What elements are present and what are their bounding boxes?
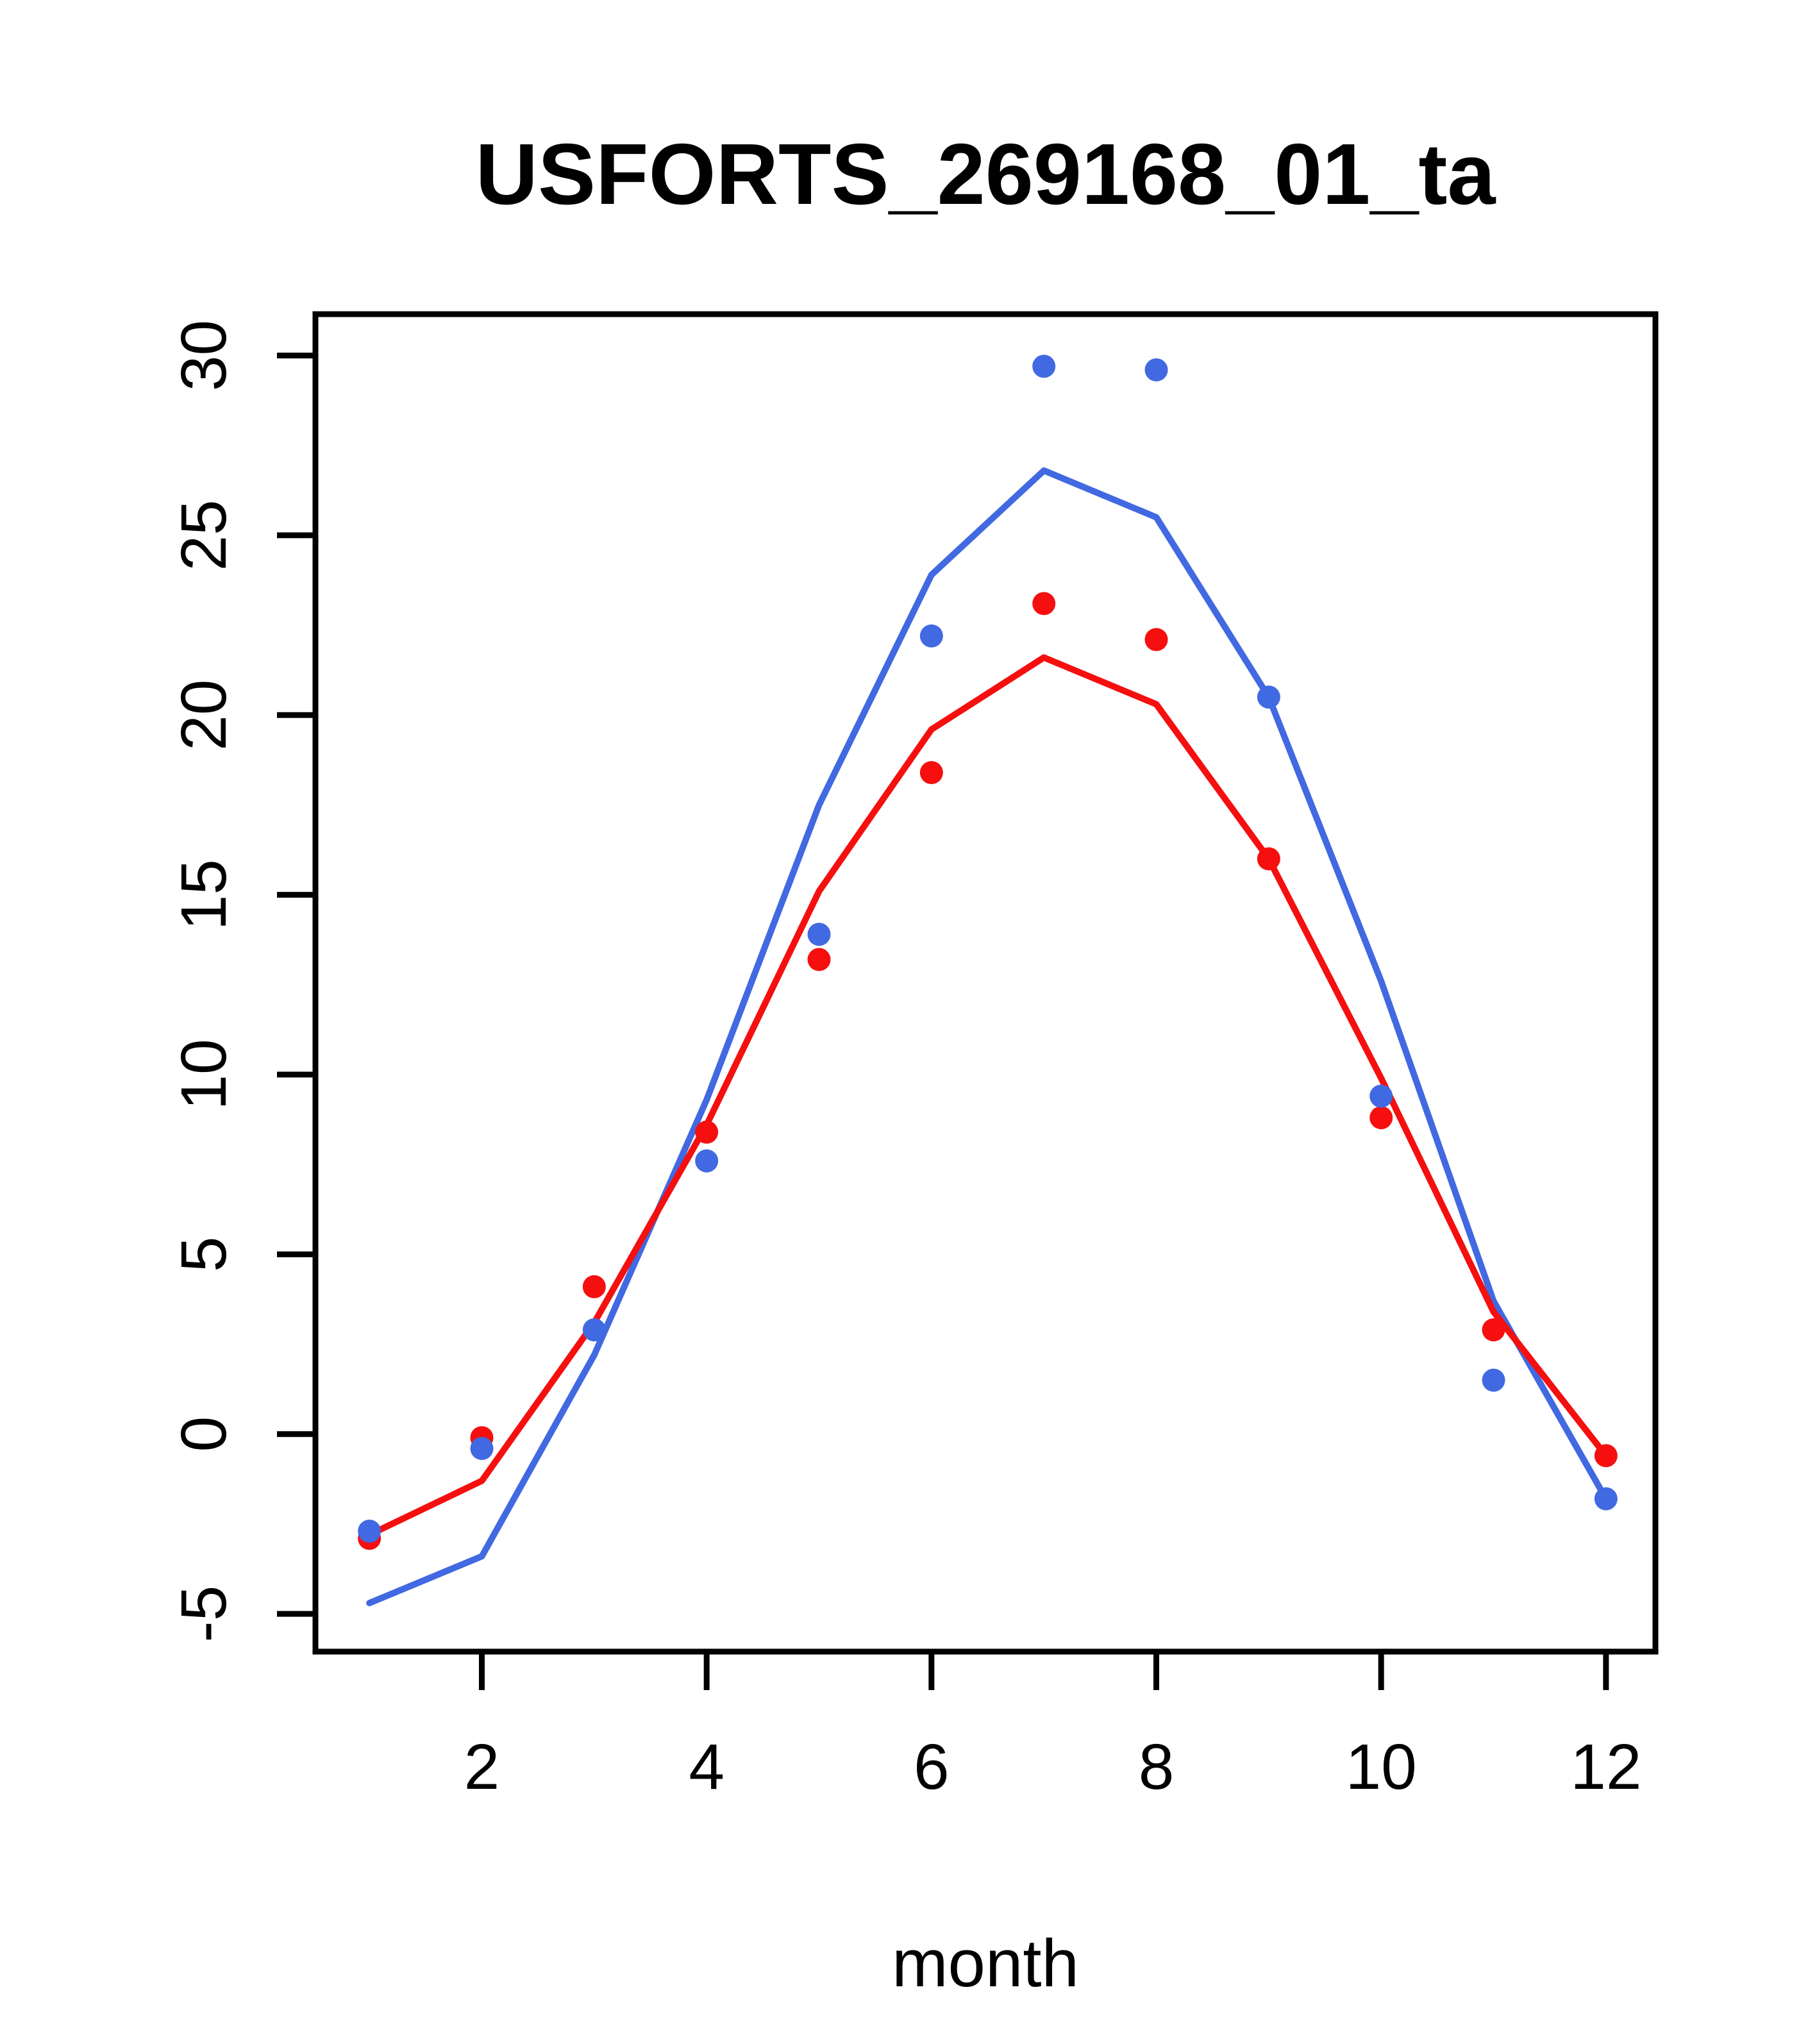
blue-points-dot — [582, 1318, 606, 1342]
y-tick-label: 15 — [168, 859, 240, 930]
y-tick-label: 20 — [168, 680, 240, 751]
y-tick-label: 5 — [168, 1237, 240, 1273]
red-points-dot — [919, 760, 943, 784]
x-tick-label: 10 — [1346, 1731, 1417, 1803]
x-tick-label: 4 — [689, 1731, 724, 1803]
blue-points-dot — [1257, 685, 1280, 709]
y-tick-label: -5 — [168, 1586, 240, 1643]
x-tick-label: 8 — [1139, 1731, 1175, 1803]
blue-points-dot — [1032, 355, 1056, 378]
red-line — [366, 654, 1609, 1538]
red-points-dot — [1369, 1106, 1393, 1130]
red-points-dot — [1594, 1444, 1618, 1468]
blue-points-dot — [358, 1520, 381, 1543]
blue-points-dot — [1594, 1487, 1618, 1511]
series-layer — [358, 355, 1618, 1607]
red-points-dot — [1144, 628, 1168, 651]
red-points-dot — [582, 1275, 606, 1298]
y-tick-label: 25 — [168, 499, 240, 571]
red-points-dot — [695, 1120, 719, 1144]
x-axis-label: month — [892, 1926, 1079, 2001]
plot-box — [312, 311, 1659, 1655]
blue-points-dot — [1144, 358, 1168, 381]
x-tick-label: 6 — [914, 1731, 950, 1803]
blue-points-dot — [919, 624, 943, 648]
y-tick-label: 10 — [168, 1039, 240, 1110]
blue-points-dot — [1482, 1368, 1505, 1392]
red-points-dot — [1257, 847, 1280, 871]
blue-line — [366, 467, 1609, 1607]
axes-layer: 2 4 6 8 10 12 -5 0 5 10 15 20 25 30 — [168, 311, 1659, 1803]
blue-points-dot — [1369, 1084, 1393, 1108]
blue-points-dot — [807, 923, 831, 946]
red-points-dot — [807, 948, 831, 971]
x-tick-label: 2 — [464, 1731, 500, 1803]
y-tick-label: 30 — [168, 320, 240, 391]
x-tick-label: 12 — [1570, 1731, 1641, 1803]
blue-points-dot — [470, 1437, 494, 1461]
red-points-dot — [1032, 592, 1056, 616]
chart-title: USFORTS_269168_01_ta — [476, 126, 1496, 222]
red-points-dot — [1482, 1318, 1505, 1342]
y-tick-label: 0 — [168, 1416, 240, 1452]
blue-points-dot — [695, 1149, 719, 1173]
